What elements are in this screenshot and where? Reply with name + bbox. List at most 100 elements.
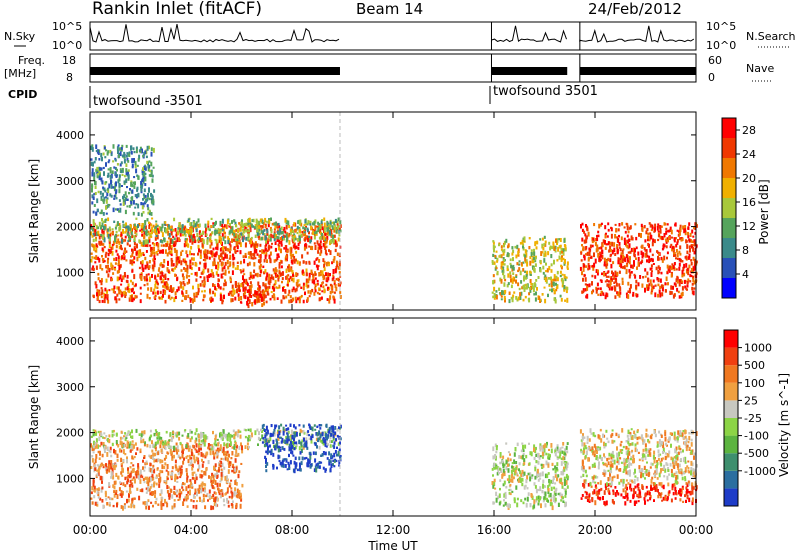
echo-cell: [126, 198, 129, 201]
echo-cell: [623, 237, 626, 242]
echo-cell: [318, 236, 321, 240]
echo-cell: [111, 231, 114, 235]
echo-cell: [162, 278, 165, 283]
echo-cell: [137, 224, 139, 228]
echo-cell: [681, 286, 684, 291]
echo-cell: [492, 241, 495, 245]
echo-cell: [269, 251, 272, 256]
echo-cell: [127, 225, 130, 229]
echo-cell: [258, 298, 261, 303]
echo-cell: [91, 188, 93, 193]
echo-cell: [130, 146, 132, 151]
echo-cell: [238, 489, 241, 494]
echo-cell: [326, 235, 329, 240]
echo-cell: [236, 234, 239, 239]
echo-cell: [208, 228, 211, 232]
echo-cell: [178, 222, 181, 226]
echo-cell: [230, 298, 233, 303]
echo-cell: [242, 239, 244, 243]
echo-cell: [107, 168, 110, 171]
echo-cell: [210, 476, 213, 481]
echo-cell: [552, 288, 555, 292]
echo-cell: [196, 238, 199, 242]
echo-cell: [126, 440, 129, 445]
echo-cell: [693, 263, 696, 267]
echo-cell: [337, 225, 339, 230]
echo-cell: [334, 218, 337, 223]
echo-cell: [106, 297, 109, 301]
echo-cell: [556, 277, 559, 282]
nsky-line: [490, 25, 567, 43]
echo-cell: [284, 464, 287, 468]
echo-cell: [151, 242, 154, 245]
echo-cell: [607, 257, 610, 262]
echo-cell: [583, 264, 586, 268]
echo-cell: [316, 282, 319, 286]
echo-cell: [626, 244, 629, 249]
echo-cell: [113, 485, 116, 490]
echo-cell: [126, 446, 129, 449]
echo-cell: [648, 283, 651, 286]
echo-cell: [230, 479, 233, 482]
echo-cell: [245, 228, 248, 233]
echo-cell: [634, 248, 636, 253]
echo-cell: [693, 258, 696, 264]
echo-cell: [314, 428, 317, 431]
echo-cell: [113, 285, 116, 290]
echo-cell: [192, 285, 194, 290]
echo-cell: [149, 455, 152, 459]
echo-cell: [606, 235, 609, 238]
echo-cell: [231, 493, 234, 498]
echo-cell: [274, 272, 277, 277]
echo-cell: [139, 479, 142, 484]
echo-cell: [562, 251, 565, 256]
echo-cell: [679, 258, 682, 263]
echo-cell: [629, 225, 632, 230]
echo-cell: [260, 236, 263, 240]
echo-cell: [323, 239, 325, 242]
echo-cell: [183, 457, 185, 461]
echo-cell: [508, 291, 511, 295]
echo-cell: [135, 146, 138, 149]
echo-cell: [187, 484, 190, 489]
echo-cell: [181, 231, 184, 234]
echo-cell: [291, 259, 294, 265]
echo-cell: [651, 253, 654, 257]
echo-cell: [175, 489, 178, 494]
echo-cell: [337, 217, 340, 222]
echo-cell: [319, 440, 322, 443]
echo-cell: [117, 258, 120, 262]
echo-cell: [153, 459, 156, 463]
echo-cell: [168, 492, 171, 497]
echo-cell: [204, 434, 207, 439]
echo-cell: [186, 264, 189, 270]
echo-cell: [150, 251, 153, 255]
echo-cell: [244, 242, 247, 248]
echo-cell: [264, 455, 267, 459]
echo-cell: [338, 226, 341, 231]
echo-cell: [250, 432, 253, 438]
echo-cell: [333, 227, 336, 233]
echo-cell: [172, 263, 175, 267]
echo-cell: [145, 501, 148, 506]
echo-cell: [644, 275, 647, 278]
echo-cell: [323, 227, 326, 233]
echo-cell: [228, 463, 231, 468]
echo-cell: [120, 493, 123, 498]
echo-cell: [278, 232, 281, 236]
echo-cell: [256, 290, 259, 295]
echo-cell: [305, 442, 308, 448]
echo-cell: [259, 269, 262, 274]
echo-cell: [318, 461, 321, 465]
echo-cell: [155, 474, 158, 479]
echo-cell: [522, 261, 525, 264]
echo-cell: [141, 475, 144, 479]
echo-cell: [666, 223, 669, 226]
echo-cell: [664, 282, 667, 286]
echo-cell: [292, 454, 295, 457]
echo-cell: [94, 444, 97, 450]
echo-cell: [156, 253, 159, 256]
echo-cell: [522, 247, 525, 251]
echo-cell: [112, 475, 115, 480]
echo-cell: [204, 505, 207, 510]
